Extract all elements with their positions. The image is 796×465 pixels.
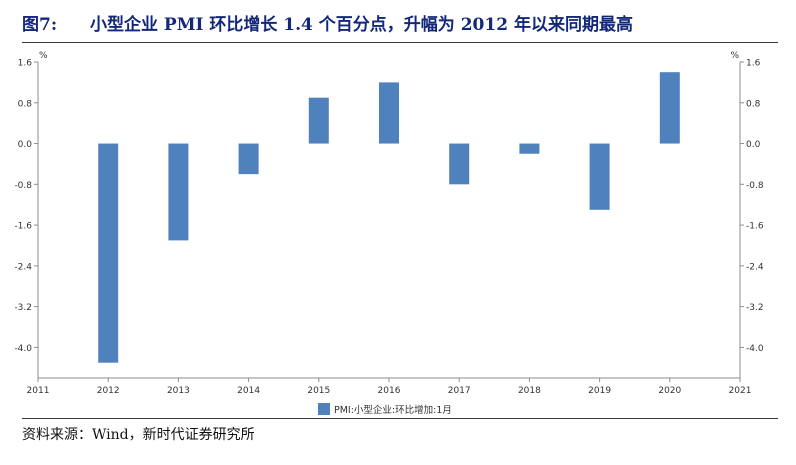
x-tick-label: 2016 <box>378 386 401 396</box>
source-note: 资料来源：Wind，新时代证券研究所 <box>22 427 255 443</box>
x-tick-label: 2017 <box>448 386 471 396</box>
x-tick-label: 2021 <box>729 386 752 396</box>
bar <box>308 97 329 144</box>
y-tick-label-left: -3.2 <box>14 303 32 313</box>
y-tick-label-right: -3.2 <box>746 303 764 313</box>
y-tick-label-left: 0.0 <box>18 140 33 150</box>
legend-label: PMI:小型企业:环比增加:1月 <box>334 404 452 416</box>
legend-swatch <box>318 403 330 415</box>
x-tick-label: 2015 <box>307 386 330 396</box>
x-tick-label: 2019 <box>588 386 611 396</box>
y-tick-label-right: -4.0 <box>746 344 764 354</box>
bar <box>379 82 399 144</box>
y-tick-label-left: -4.0 <box>14 344 32 354</box>
bar <box>659 72 680 144</box>
y-tick-label-left: -0.8 <box>14 181 32 191</box>
y-tick-label-left: -2.4 <box>14 262 32 272</box>
bar <box>519 143 540 154</box>
y-tick-label-right: -2.4 <box>746 262 764 272</box>
bar <box>238 143 259 175</box>
bar <box>449 143 470 185</box>
figure-title-text: 小型企业 PMI 环比增长 1.4 个百分点，升幅为 2012 年以来同期最高 <box>90 15 633 35</box>
x-tick-label: 2012 <box>97 386 120 396</box>
y-tick-label-right: -1.6 <box>746 222 764 232</box>
x-tick-label: 2014 <box>237 386 260 396</box>
top-rule <box>22 42 778 43</box>
bar <box>589 143 610 210</box>
figure-title: 图7: 小型企业 PMI 环比增长 1.4 个百分点，升幅为 2012 年以来同期… <box>22 12 782 38</box>
bar <box>168 143 189 241</box>
x-tick-label: 2020 <box>658 386 681 396</box>
bar <box>98 143 119 363</box>
x-tick-label: 2013 <box>167 386 190 396</box>
y-tick-label-right: 1.6 <box>746 59 761 69</box>
y-tick-label-right: -0.8 <box>746 181 764 191</box>
figure-number: 图7: <box>22 15 58 35</box>
y-tick-label-right: 0.8 <box>746 99 761 109</box>
x-tick-label: 2011 <box>27 386 50 396</box>
y-tick-label-left: 0.8 <box>18 99 33 109</box>
y-unit-right: % <box>730 51 739 61</box>
y-unit-left: % <box>39 51 48 61</box>
y-tick-label-left: 1.6 <box>18 59 33 69</box>
y-tick-label-left: -1.6 <box>14 222 32 232</box>
x-tick-label: 2018 <box>518 386 541 396</box>
bottom-rule <box>22 418 778 419</box>
bar-chart: 1.6 1.6 0.8 0.8 0.0 0.0 -0.8 -0.8 -1.6 -1.6 -2.4 -2… <box>14 51 764 416</box>
y-tick-label-right: 0.0 <box>746 140 761 150</box>
